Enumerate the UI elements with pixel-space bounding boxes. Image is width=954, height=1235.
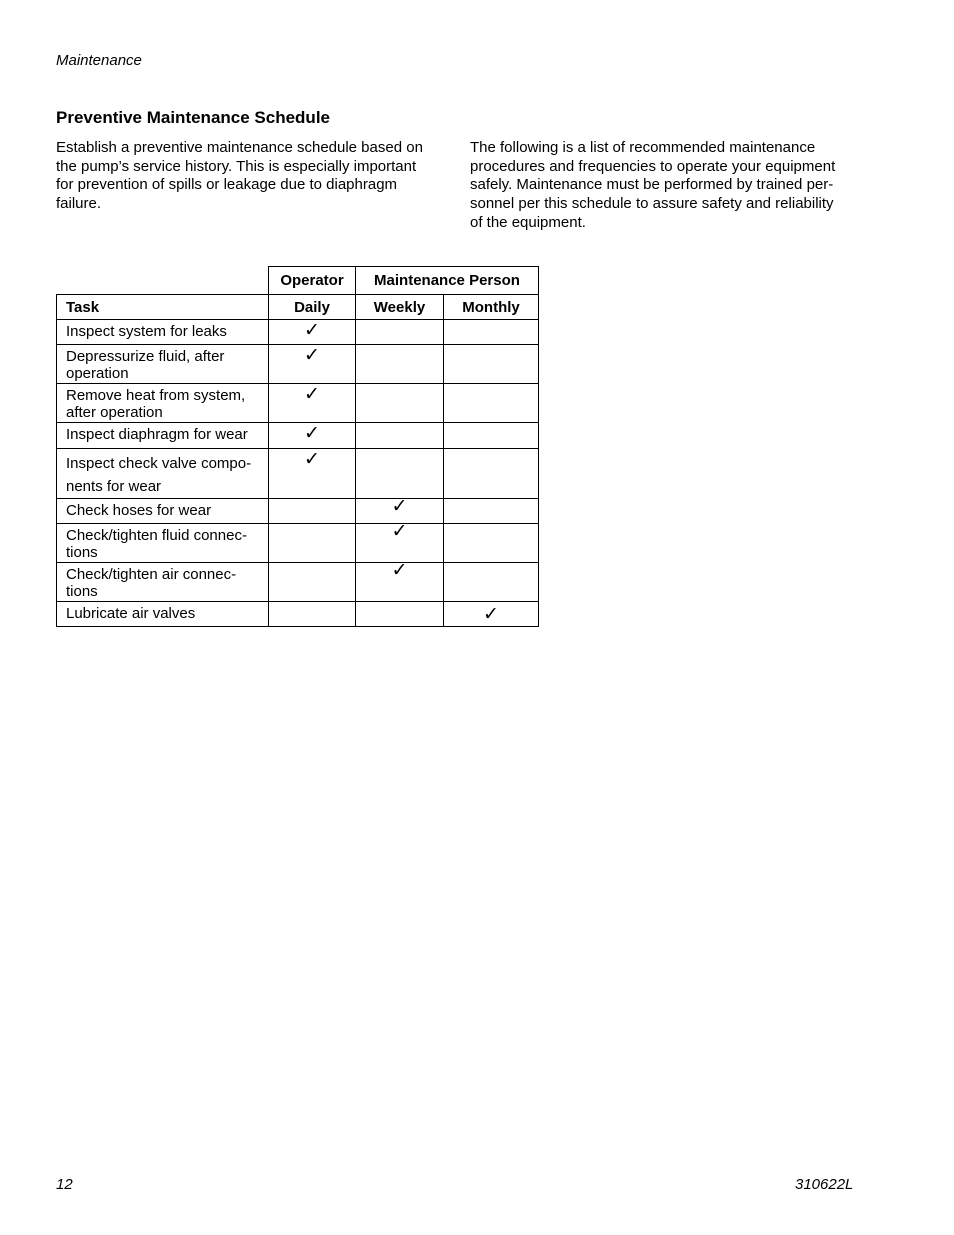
task-cell: Check hoses for wear bbox=[56, 498, 269, 524]
table-row: Inspect system for leaks ✓ bbox=[56, 319, 539, 345]
monthly-cell bbox=[443, 498, 539, 524]
monthly-cell bbox=[443, 344, 539, 384]
task-cell: Inspect system for leaks bbox=[56, 319, 269, 345]
daily-cell: ✓ bbox=[268, 319, 356, 345]
task-cell: Remove heat from system, after operation bbox=[56, 383, 269, 423]
weekly-cell bbox=[355, 601, 444, 627]
task-cell: Inspect diaphragm for wear bbox=[56, 422, 269, 449]
weekly-cell bbox=[355, 319, 444, 345]
empty-corner bbox=[57, 267, 269, 295]
monthly-cell bbox=[443, 523, 539, 563]
checkmark-icon: ✓ bbox=[304, 423, 320, 444]
maintenance-schedule-table: Operator Maintenance Person Task Daily W… bbox=[56, 266, 539, 627]
monthly-cell bbox=[443, 383, 539, 423]
task-cell: Inspect check valve compo- nents for wea… bbox=[56, 448, 269, 499]
task-cell: Check/tighten air connec- tions bbox=[56, 562, 269, 602]
group-header-maintenance: Maintenance Person bbox=[355, 266, 539, 295]
table-row: Depressurize fluid, after operation ✓ bbox=[56, 344, 539, 384]
column-header-daily: Daily bbox=[268, 294, 356, 320]
checkmark-icon: ✓ bbox=[304, 384, 320, 405]
section-title: Preventive Maintenance Schedule bbox=[56, 108, 330, 127]
intro-paragraph-left: Establish a preventive maintenance sched… bbox=[56, 139, 423, 213]
checkmark-icon: ✓ bbox=[391, 496, 408, 517]
document-number: 310622L bbox=[795, 1176, 854, 1193]
weekly-cell bbox=[355, 344, 444, 384]
table-row: Inspect check valve compo- nents for wea… bbox=[56, 448, 539, 499]
table-row: Check hoses for wear ✓ bbox=[56, 496, 539, 524]
table-row: Check/tighten fluid connec- tions ✓ bbox=[56, 521, 539, 563]
daily-cell: ✓ bbox=[268, 344, 356, 384]
checkmark-icon: ✓ bbox=[391, 560, 408, 581]
monthly-cell bbox=[443, 319, 539, 345]
daily-cell bbox=[268, 498, 356, 524]
daily-cell: ✓ bbox=[268, 422, 356, 449]
monthly-cell bbox=[443, 422, 539, 449]
checkmark-icon: ✓ bbox=[304, 449, 320, 470]
table-row: Inspect diaphragm for wear ✓ bbox=[56, 422, 539, 449]
weekly-cell: ✓ bbox=[355, 521, 444, 563]
intro-paragraph-right: The following is a list of recommended m… bbox=[470, 139, 836, 231]
task-cell: Check/tighten fluid connec- tions bbox=[56, 523, 269, 563]
daily-cell: ✓ bbox=[268, 448, 356, 499]
weekly-cell bbox=[355, 383, 444, 423]
daily-cell bbox=[268, 562, 356, 602]
weekly-cell: ✓ bbox=[355, 560, 444, 602]
task-cell: Depressurize fluid, after operation bbox=[56, 344, 269, 384]
column-header-weekly: Weekly bbox=[355, 294, 444, 320]
table-row: Lubricate air valves ✓ bbox=[56, 601, 539, 627]
running-header: Maintenance bbox=[56, 52, 142, 69]
column-header-task: Task bbox=[56, 294, 269, 320]
column-header-monthly: Monthly bbox=[443, 294, 539, 320]
daily-cell bbox=[268, 601, 356, 627]
daily-cell bbox=[268, 523, 356, 563]
weekly-cell bbox=[355, 422, 444, 449]
weekly-cell bbox=[355, 448, 444, 499]
table-row: Check/tighten air connec- tions ✓ bbox=[56, 560, 539, 602]
checkmark-icon: ✓ bbox=[304, 345, 320, 366]
page-number: 12 bbox=[56, 1176, 73, 1193]
task-cell: Lubricate air valves bbox=[56, 601, 269, 627]
monthly-cell: ✓ bbox=[443, 601, 539, 627]
checkmark-icon: ✓ bbox=[391, 521, 408, 542]
daily-cell: ✓ bbox=[268, 383, 356, 423]
monthly-cell bbox=[443, 448, 539, 499]
group-header-operator: Operator bbox=[268, 266, 356, 295]
weekly-cell: ✓ bbox=[355, 496, 444, 524]
checkmark-icon: ✓ bbox=[483, 604, 499, 625]
table-row: Remove heat from system, after operation… bbox=[56, 383, 539, 423]
monthly-cell bbox=[443, 562, 539, 602]
checkmark-icon: ✓ bbox=[304, 320, 320, 341]
